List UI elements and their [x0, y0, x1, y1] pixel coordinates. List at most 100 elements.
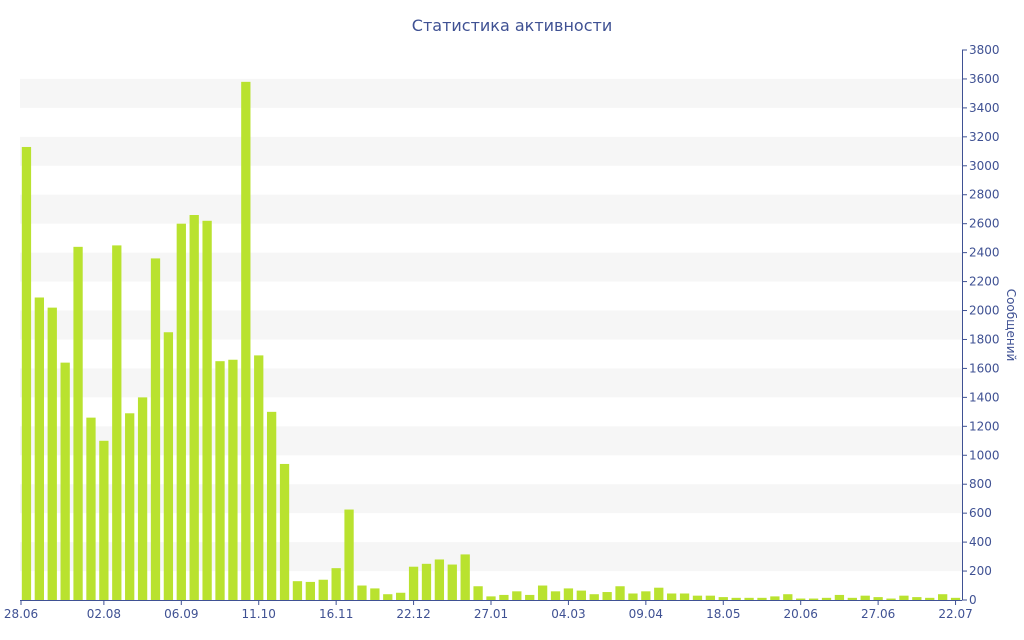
bar: [692, 595, 703, 600]
bar: [847, 597, 857, 600]
bar: [396, 592, 406, 600]
x-tick-label: 02.08: [87, 607, 121, 621]
bar: [796, 598, 806, 600]
grid-band: [20, 78, 962, 108]
bar: [537, 585, 548, 600]
axes: 0 200 400 600 800 1000 1200 1400 1600 1800 2000 220…: [4, 43, 1000, 621]
y-tick-label: 2000: [969, 304, 1000, 318]
bar: [499, 594, 509, 600]
bar: [163, 332, 174, 600]
y-tick-label: 3000: [969, 159, 1000, 173]
bar: [447, 564, 457, 600]
bar: [950, 597, 961, 600]
bar: [757, 597, 767, 600]
y-tick-label: 600: [969, 506, 992, 520]
bar: [938, 594, 948, 600]
bar: [589, 594, 599, 600]
bar: [576, 590, 586, 600]
bar: [460, 554, 470, 600]
bar: [215, 361, 225, 600]
bar: [434, 559, 445, 600]
y-tick-label: 1400: [969, 390, 1000, 404]
bar: [408, 566, 419, 600]
bar: [60, 362, 70, 600]
bar: [421, 563, 432, 600]
bar: [331, 568, 341, 600]
bar: [821, 597, 832, 600]
bar: [279, 463, 290, 600]
x-tick-label: 22.12: [396, 607, 430, 621]
x-tick-label: 20.06: [784, 607, 818, 621]
y-tick-label: 2800: [969, 188, 1000, 202]
bar: [292, 581, 303, 600]
bar: [150, 258, 161, 600]
x-tick-label: 11.10: [242, 607, 276, 621]
bar: [744, 597, 754, 600]
chart-title: Статистика активности: [412, 16, 612, 35]
bar: [318, 579, 328, 600]
bar: [563, 588, 574, 600]
bar: [512, 591, 522, 600]
bar: [525, 594, 535, 600]
x-tick-label: 27.01: [474, 607, 508, 621]
grid-band: [20, 426, 962, 456]
y-tick-label: 1000: [969, 448, 1000, 462]
x-tick-label: 04.03: [551, 607, 585, 621]
bar: [47, 307, 57, 600]
bar: [34, 297, 44, 600]
y-tick-label: 400: [969, 535, 992, 549]
y-tick-label: 200: [969, 564, 992, 578]
bar: [21, 146, 32, 600]
y-tick-label: 1200: [969, 419, 1000, 433]
x-tick-label: 09.04: [629, 607, 663, 621]
bar: [615, 586, 625, 600]
bar: [344, 509, 354, 600]
bar: [731, 597, 741, 600]
bar: [925, 597, 935, 600]
bar: [370, 588, 380, 600]
bar: [783, 594, 793, 600]
y-tick-label: 0: [969, 593, 977, 607]
bar: [628, 593, 638, 600]
bar: [112, 245, 122, 600]
y-tick-label: 1600: [969, 361, 1000, 375]
bar: [86, 417, 96, 600]
x-tick-label: 28.06: [4, 607, 38, 621]
bar: [228, 359, 238, 600]
bar: [241, 81, 251, 601]
y-tick-label: 1800: [969, 332, 1000, 346]
bar: [176, 223, 186, 600]
y-axis-title: Сообщений: [1004, 289, 1018, 362]
grid-band: [20, 194, 962, 224]
bar: [137, 397, 148, 600]
bar: [641, 591, 651, 600]
bar: [266, 411, 277, 600]
y-tick-label: 3400: [969, 101, 1000, 115]
bar: [808, 598, 819, 600]
grid-band: [20, 136, 962, 166]
x-tick-label: 22.07: [938, 607, 972, 621]
bar: [125, 413, 135, 600]
bar: [770, 596, 780, 600]
grid-bands: [20, 78, 962, 572]
grid-band: [20, 368, 962, 398]
grid-band: [20, 542, 962, 572]
y-tick-label: 800: [969, 477, 992, 491]
bar: [550, 591, 561, 600]
grid-band: [20, 310, 962, 340]
x-tick-label: 18.05: [706, 607, 740, 621]
bar: [899, 595, 909, 600]
bar: [912, 597, 922, 600]
y-tick-label: 2400: [969, 246, 1000, 260]
bar: [705, 595, 716, 600]
y-tick-label: 2600: [969, 217, 1000, 231]
grid-band: [20, 484, 962, 514]
y-tick-label: 2200: [969, 275, 1000, 289]
bar: [202, 220, 212, 601]
bar: [189, 215, 199, 600]
bar-series: [21, 81, 961, 601]
bar: [383, 594, 393, 600]
bar: [873, 597, 883, 600]
